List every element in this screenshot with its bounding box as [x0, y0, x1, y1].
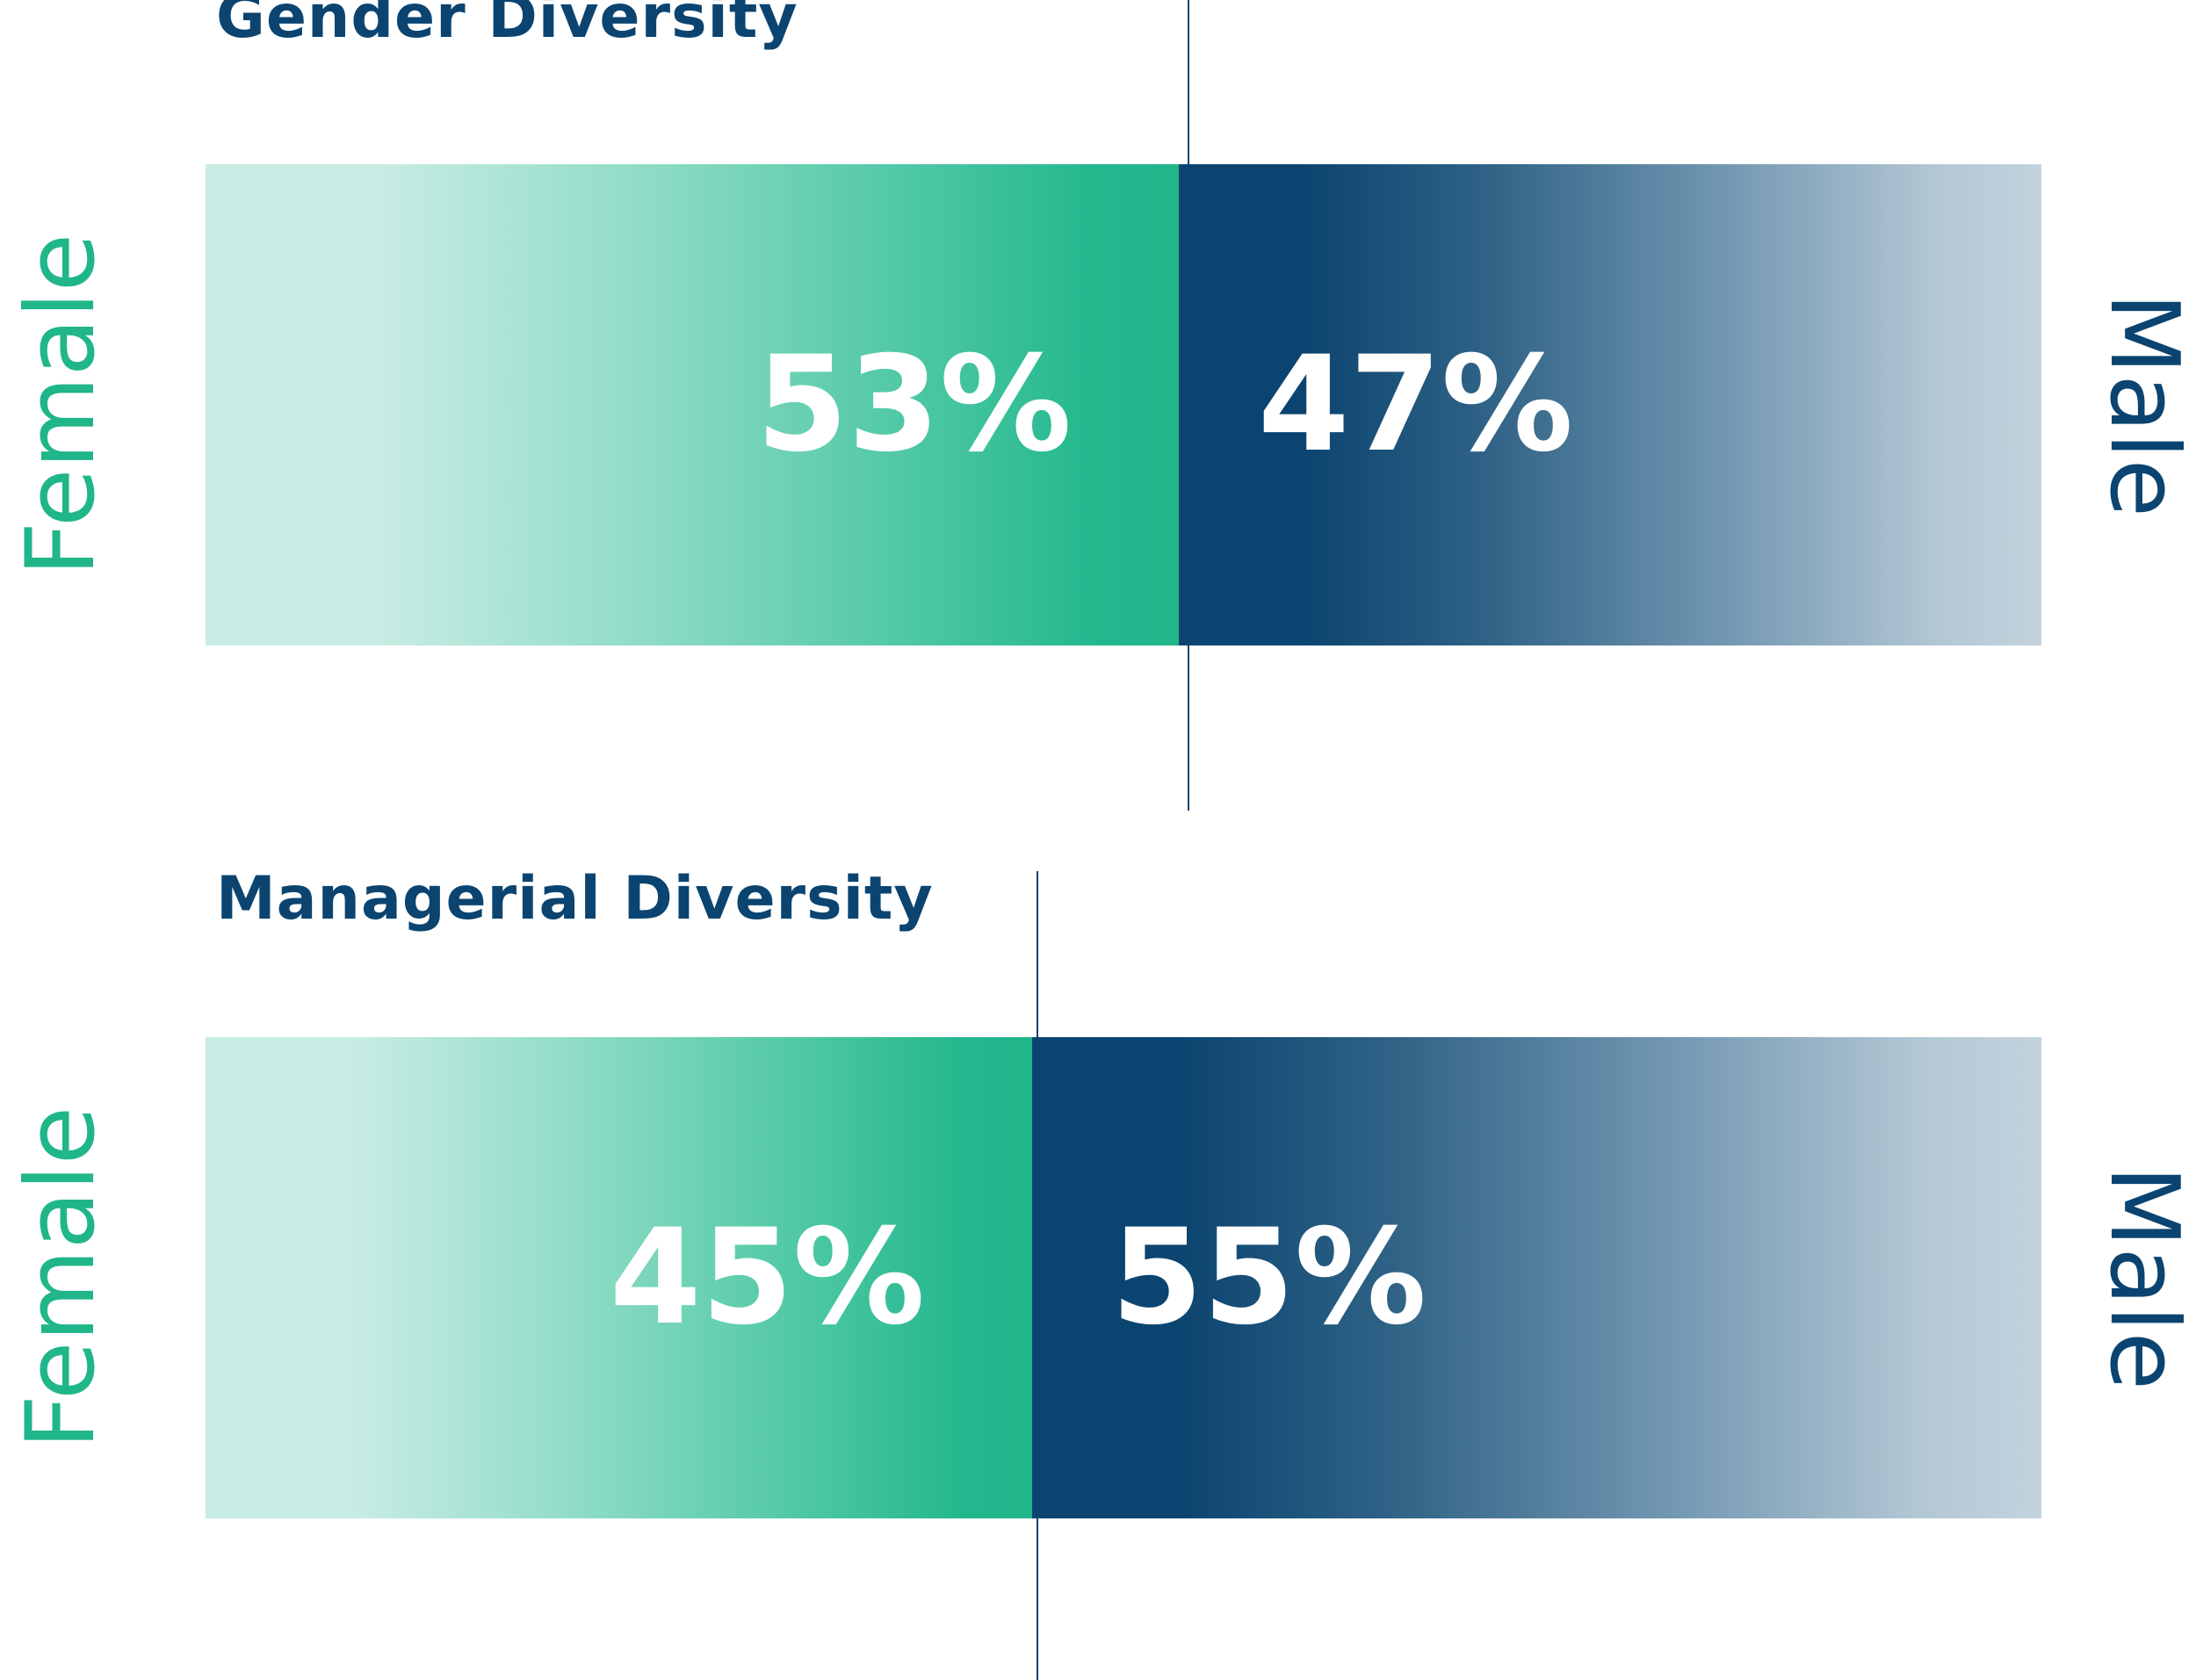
managerial-male-label: Male: [2089, 1165, 2196, 1390]
gender-male-segment: [1179, 164, 2041, 645]
managerial-male-segment: [1032, 1037, 2041, 1518]
managerial-female-value: 45%: [609, 1201, 925, 1354]
gender-female-segment: [206, 164, 1179, 645]
managerial-diversity-panel: Managerial Diversity 45% 55% Female Male: [0, 869, 2196, 1680]
managerial-stacked-bar: 45% 55%: [206, 1037, 2041, 1518]
gender-diversity-panel: Gender Diversity 53% 47% Female Male: [6, 0, 2196, 811]
managerial-female-label: Female: [6, 1106, 116, 1450]
gender-diversity-title: Gender Diversity: [216, 0, 798, 52]
gender-female-value: 53%: [755, 328, 1072, 481]
gender-female-label: Female: [6, 233, 116, 577]
managerial-male-value: 55%: [1111, 1201, 1427, 1354]
gender-male-value: 47%: [1258, 328, 1574, 481]
managerial-female-segment: [206, 1037, 1032, 1518]
gender-stacked-bar: 53% 47%: [206, 164, 2041, 645]
gender-male-label: Male: [2089, 292, 2196, 517]
managerial-diversity-title: Managerial Diversity: [216, 864, 934, 934]
